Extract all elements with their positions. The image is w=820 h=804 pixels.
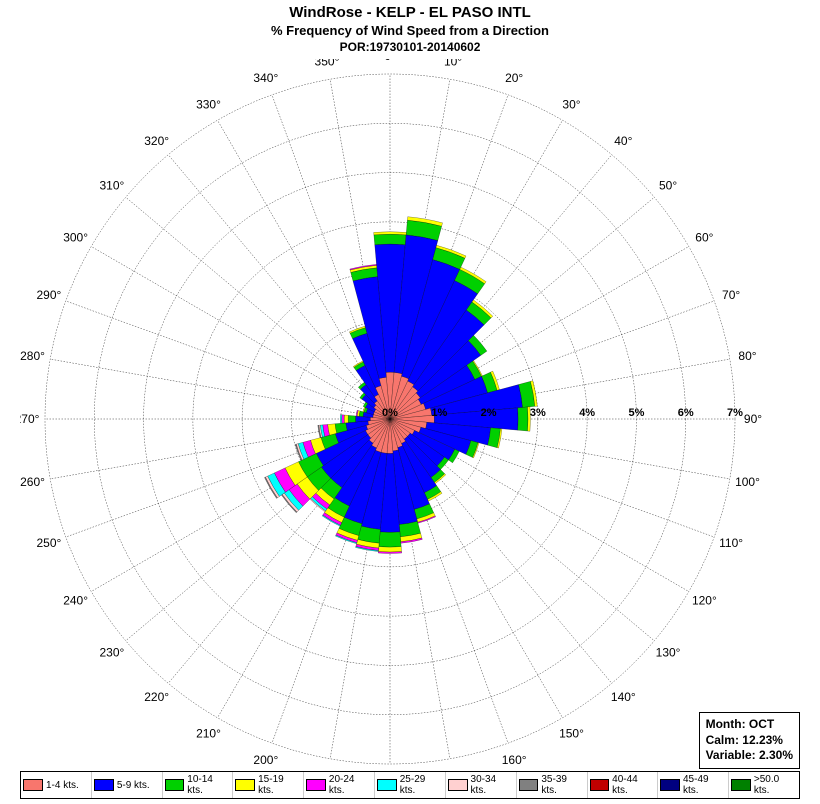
legend-label: 30-34 kts.: [471, 774, 514, 796]
legend-swatch: [94, 779, 114, 791]
svg-text:120°: 120°: [692, 594, 717, 608]
legend-item: 45-49 kts.: [658, 772, 729, 798]
legend-swatch: [306, 779, 326, 791]
variable-value: 2.30%: [759, 748, 793, 762]
legend-item: 20-24 kts.: [304, 772, 375, 798]
svg-text:310°: 310°: [100, 179, 125, 193]
legend-swatch: [519, 779, 539, 791]
svg-text:280°: 280°: [20, 349, 45, 363]
calm-label: Calm:: [706, 733, 739, 747]
svg-text:200°: 200°: [253, 753, 278, 767]
legend-label: 1-4 kts.: [46, 780, 79, 791]
legend-item: 25-29 kts.: [375, 772, 446, 798]
legend-label: 15-19 kts.: [258, 774, 301, 796]
svg-text:320°: 320°: [144, 134, 169, 148]
svg-text:100°: 100°: [735, 475, 760, 489]
svg-text:270°: 270°: [20, 412, 40, 426]
legend-label: 20-24 kts.: [329, 774, 372, 796]
svg-text:5%: 5%: [628, 407, 644, 419]
svg-text:6%: 6%: [678, 407, 694, 419]
legend-label: 40-44 kts.: [612, 774, 655, 796]
svg-text:0%: 0%: [382, 407, 398, 419]
legend-swatch: [377, 779, 397, 791]
svg-text:30°: 30°: [562, 98, 580, 112]
legend-swatch: [165, 779, 185, 791]
stats-box: Month: OCT Calm: 12.23% Variable: 2.30%: [699, 712, 800, 769]
legend-item: 15-19 kts.: [233, 772, 304, 798]
legend: 1-4 kts. 5-9 kts. 10-14 kts. 15-19 kts. 20-2…: [20, 771, 800, 799]
legend-label: 25-29 kts.: [400, 774, 443, 796]
legend-swatch: [448, 779, 468, 791]
variable-label: Variable:: [706, 748, 756, 762]
legend-swatch: [590, 779, 610, 791]
legend-item: 10-14 kts.: [163, 772, 234, 798]
legend-swatch: [731, 779, 751, 791]
svg-text:70°: 70°: [722, 288, 740, 302]
svg-text:130°: 130°: [656, 645, 681, 659]
svg-text:210°: 210°: [196, 726, 221, 740]
legend-label: 5-9 kts.: [117, 780, 150, 791]
legend-item: 40-44 kts.: [588, 772, 659, 798]
svg-text:3%: 3%: [530, 407, 546, 419]
legend-item: >50.0 kts.: [729, 772, 799, 798]
legend-label: 45-49 kts.: [683, 774, 726, 796]
month-value: OCT: [749, 717, 774, 731]
legend-label: >50.0 kts.: [754, 774, 797, 796]
svg-text:340°: 340°: [253, 71, 278, 85]
svg-text:0°: 0°: [384, 59, 396, 63]
legend-swatch: [660, 779, 680, 791]
legend-item: 1-4 kts.: [21, 772, 92, 798]
svg-text:250°: 250°: [36, 536, 61, 550]
svg-text:330°: 330°: [196, 98, 221, 112]
legend-label: 10-14 kts.: [187, 774, 230, 796]
svg-text:150°: 150°: [559, 726, 584, 740]
legend-item: 30-34 kts.: [446, 772, 517, 798]
chart-title: WindRose - KELP - EL PASO INTL: [0, 4, 820, 21]
svg-text:60°: 60°: [695, 231, 713, 245]
svg-text:10°: 10°: [444, 59, 462, 69]
svg-text:290°: 290°: [36, 288, 61, 302]
svg-text:2%: 2%: [481, 407, 497, 419]
month-label: Month:: [706, 717, 746, 731]
svg-text:350°: 350°: [315, 59, 340, 69]
svg-text:240°: 240°: [63, 594, 88, 608]
legend-swatch: [23, 779, 43, 791]
svg-text:7%: 7%: [727, 407, 743, 419]
svg-text:50°: 50°: [659, 179, 677, 193]
svg-text:1%: 1%: [431, 407, 447, 419]
calm-value: 12.23%: [742, 733, 783, 747]
legend-item: 5-9 kts.: [92, 772, 163, 798]
svg-text:110°: 110°: [719, 536, 743, 550]
legend-item: 35-39 kts.: [517, 772, 588, 798]
legend-label: 35-39 kts.: [541, 774, 584, 796]
svg-text:20°: 20°: [505, 71, 523, 85]
svg-text:4%: 4%: [579, 407, 595, 419]
svg-text:300°: 300°: [63, 231, 88, 245]
windrose-chart: 0% 1% 2% 3% 4% 5% 6% 7% 0° 10° 20° 30° 40° 50° 60° 70° 8…: [20, 59, 800, 779]
svg-text:260°: 260°: [20, 475, 45, 489]
svg-text:90°: 90°: [744, 412, 762, 426]
svg-text:160°: 160°: [502, 753, 527, 767]
svg-text:220°: 220°: [144, 690, 169, 704]
svg-text:230°: 230°: [100, 645, 125, 659]
svg-text:40°: 40°: [614, 134, 632, 148]
svg-text:80°: 80°: [738, 349, 756, 363]
legend-swatch: [235, 779, 255, 791]
svg-text:140°: 140°: [611, 690, 636, 704]
chart-subtitle: % Frequency of Wind Speed from a Directi…: [0, 23, 820, 38]
chart-period: POR:19730101-20140602: [0, 40, 820, 54]
